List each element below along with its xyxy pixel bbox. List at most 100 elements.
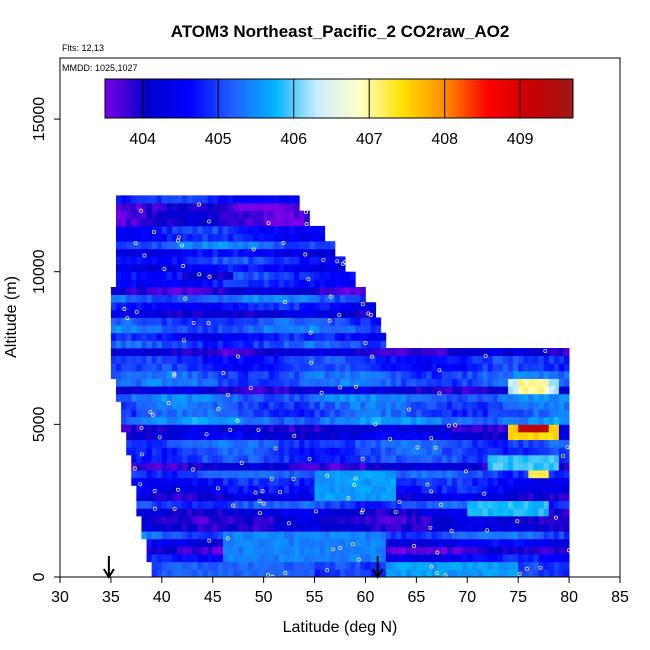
heatmap-cell — [370, 477, 377, 486]
heatmap-cell — [268, 477, 275, 486]
heatmap-cell — [141, 302, 147, 311]
heatmap-cell — [156, 523, 163, 532]
heatmap-cell — [375, 401, 382, 410]
heatmap-cell — [263, 561, 270, 570]
heatmap-cell — [217, 271, 224, 280]
heatmap-cell — [197, 378, 203, 387]
heatmap-cell — [375, 531, 382, 540]
heatmap-cell — [202, 424, 209, 433]
heatmap-cell — [350, 500, 356, 509]
heatmap-cell — [299, 477, 305, 486]
heatmap-cell — [482, 485, 489, 494]
sample-point — [338, 545, 343, 550]
heatmap-cell — [472, 416, 478, 425]
heatmap-cell — [187, 523, 193, 532]
heatmap-cell — [233, 340, 239, 349]
heatmap-cell — [370, 302, 377, 311]
heatmap-cell — [340, 386, 346, 395]
heatmap-cell — [355, 447, 361, 456]
heatmap-cell — [411, 386, 417, 395]
heatmap-cell — [299, 493, 305, 502]
heatmap-cell — [487, 470, 494, 479]
heatmap-cell — [462, 493, 468, 502]
heatmap-cell — [472, 485, 478, 494]
colorbar-tick-label: 407 — [356, 131, 383, 148]
heatmap-cell — [538, 531, 545, 540]
heatmap-cell — [243, 462, 249, 471]
colorbar-segment — [191, 79, 195, 118]
heatmap-cell — [248, 500, 254, 509]
heatmap-cell — [543, 531, 550, 540]
heatmap-cell — [253, 378, 259, 387]
heatmap-cell — [324, 538, 331, 547]
heatmap-cell — [228, 309, 234, 318]
colorbar-segment — [271, 79, 274, 118]
heatmap-cell — [248, 294, 254, 303]
heatmap-cell — [462, 554, 468, 563]
colorbar-segment — [287, 79, 291, 118]
heatmap-cell — [340, 493, 346, 502]
heatmap-cell — [553, 416, 560, 425]
heatmap-cell — [197, 416, 203, 425]
heatmap-cell — [258, 554, 265, 563]
heatmap-cell — [487, 416, 494, 425]
heatmap-cell — [564, 355, 570, 364]
colorbar-segment — [488, 79, 492, 118]
heatmap-cell — [268, 309, 275, 318]
heatmap-cell — [309, 286, 315, 295]
colorbar-segment — [236, 79, 239, 118]
heatmap-cell — [304, 515, 310, 524]
heatmap-cell — [426, 370, 433, 379]
heatmap-cell — [141, 309, 147, 318]
heatmap-cell — [502, 447, 509, 456]
heatmap-cell — [212, 401, 219, 410]
heatmap-cell — [564, 561, 570, 570]
heatmap-cell — [258, 271, 265, 280]
heatmap-cell — [401, 485, 407, 494]
heatmap-cell — [268, 386, 275, 395]
colorbar-segment — [404, 79, 408, 118]
heatmap-cell — [161, 447, 168, 456]
heatmap-cell — [207, 431, 214, 441]
heatmap-cell — [166, 317, 173, 326]
heatmap-cell — [233, 515, 239, 524]
heatmap-cell — [238, 363, 244, 372]
heatmap-cell — [248, 195, 254, 204]
colorbar-segment — [367, 79, 370, 118]
heatmap-cell — [268, 271, 275, 280]
heatmap-cell — [375, 454, 382, 463]
heatmap-cell — [324, 309, 331, 318]
heatmap-cell — [212, 279, 219, 288]
sample-point — [181, 264, 186, 268]
heatmap-cell — [370, 485, 377, 494]
heatmap-cell — [121, 348, 127, 357]
heatmap-cell — [314, 378, 321, 387]
heatmap-cell — [543, 439, 550, 448]
heatmap-cell — [258, 431, 265, 441]
heatmap-cell — [324, 332, 331, 341]
heatmap-cell — [380, 340, 387, 349]
heatmap-cell — [314, 409, 321, 418]
heatmap-cell — [390, 401, 397, 410]
heatmap-cell — [462, 401, 468, 410]
heatmap-cell — [370, 370, 377, 379]
colorbar-segment — [217, 79, 221, 118]
heatmap-cell — [543, 462, 550, 471]
heatmap-cell — [197, 233, 203, 242]
heatmap-cell — [121, 409, 127, 418]
sample-point — [360, 508, 365, 513]
heatmap-cell — [446, 439, 453, 448]
sample-point — [151, 230, 156, 235]
heatmap-cell — [324, 561, 331, 570]
heatmap-cell — [319, 431, 326, 441]
heatmap-cell — [487, 462, 494, 471]
heatmap-cell — [508, 348, 514, 357]
colorbar-segment — [434, 79, 438, 118]
heatmap-cell — [482, 538, 489, 547]
heatmap-cell — [345, 470, 351, 479]
heatmap-cell — [329, 386, 336, 395]
heatmap-cell — [243, 370, 249, 379]
heatmap-cell — [508, 355, 514, 364]
heatmap-cell — [212, 393, 219, 402]
heatmap-cell — [350, 332, 356, 341]
